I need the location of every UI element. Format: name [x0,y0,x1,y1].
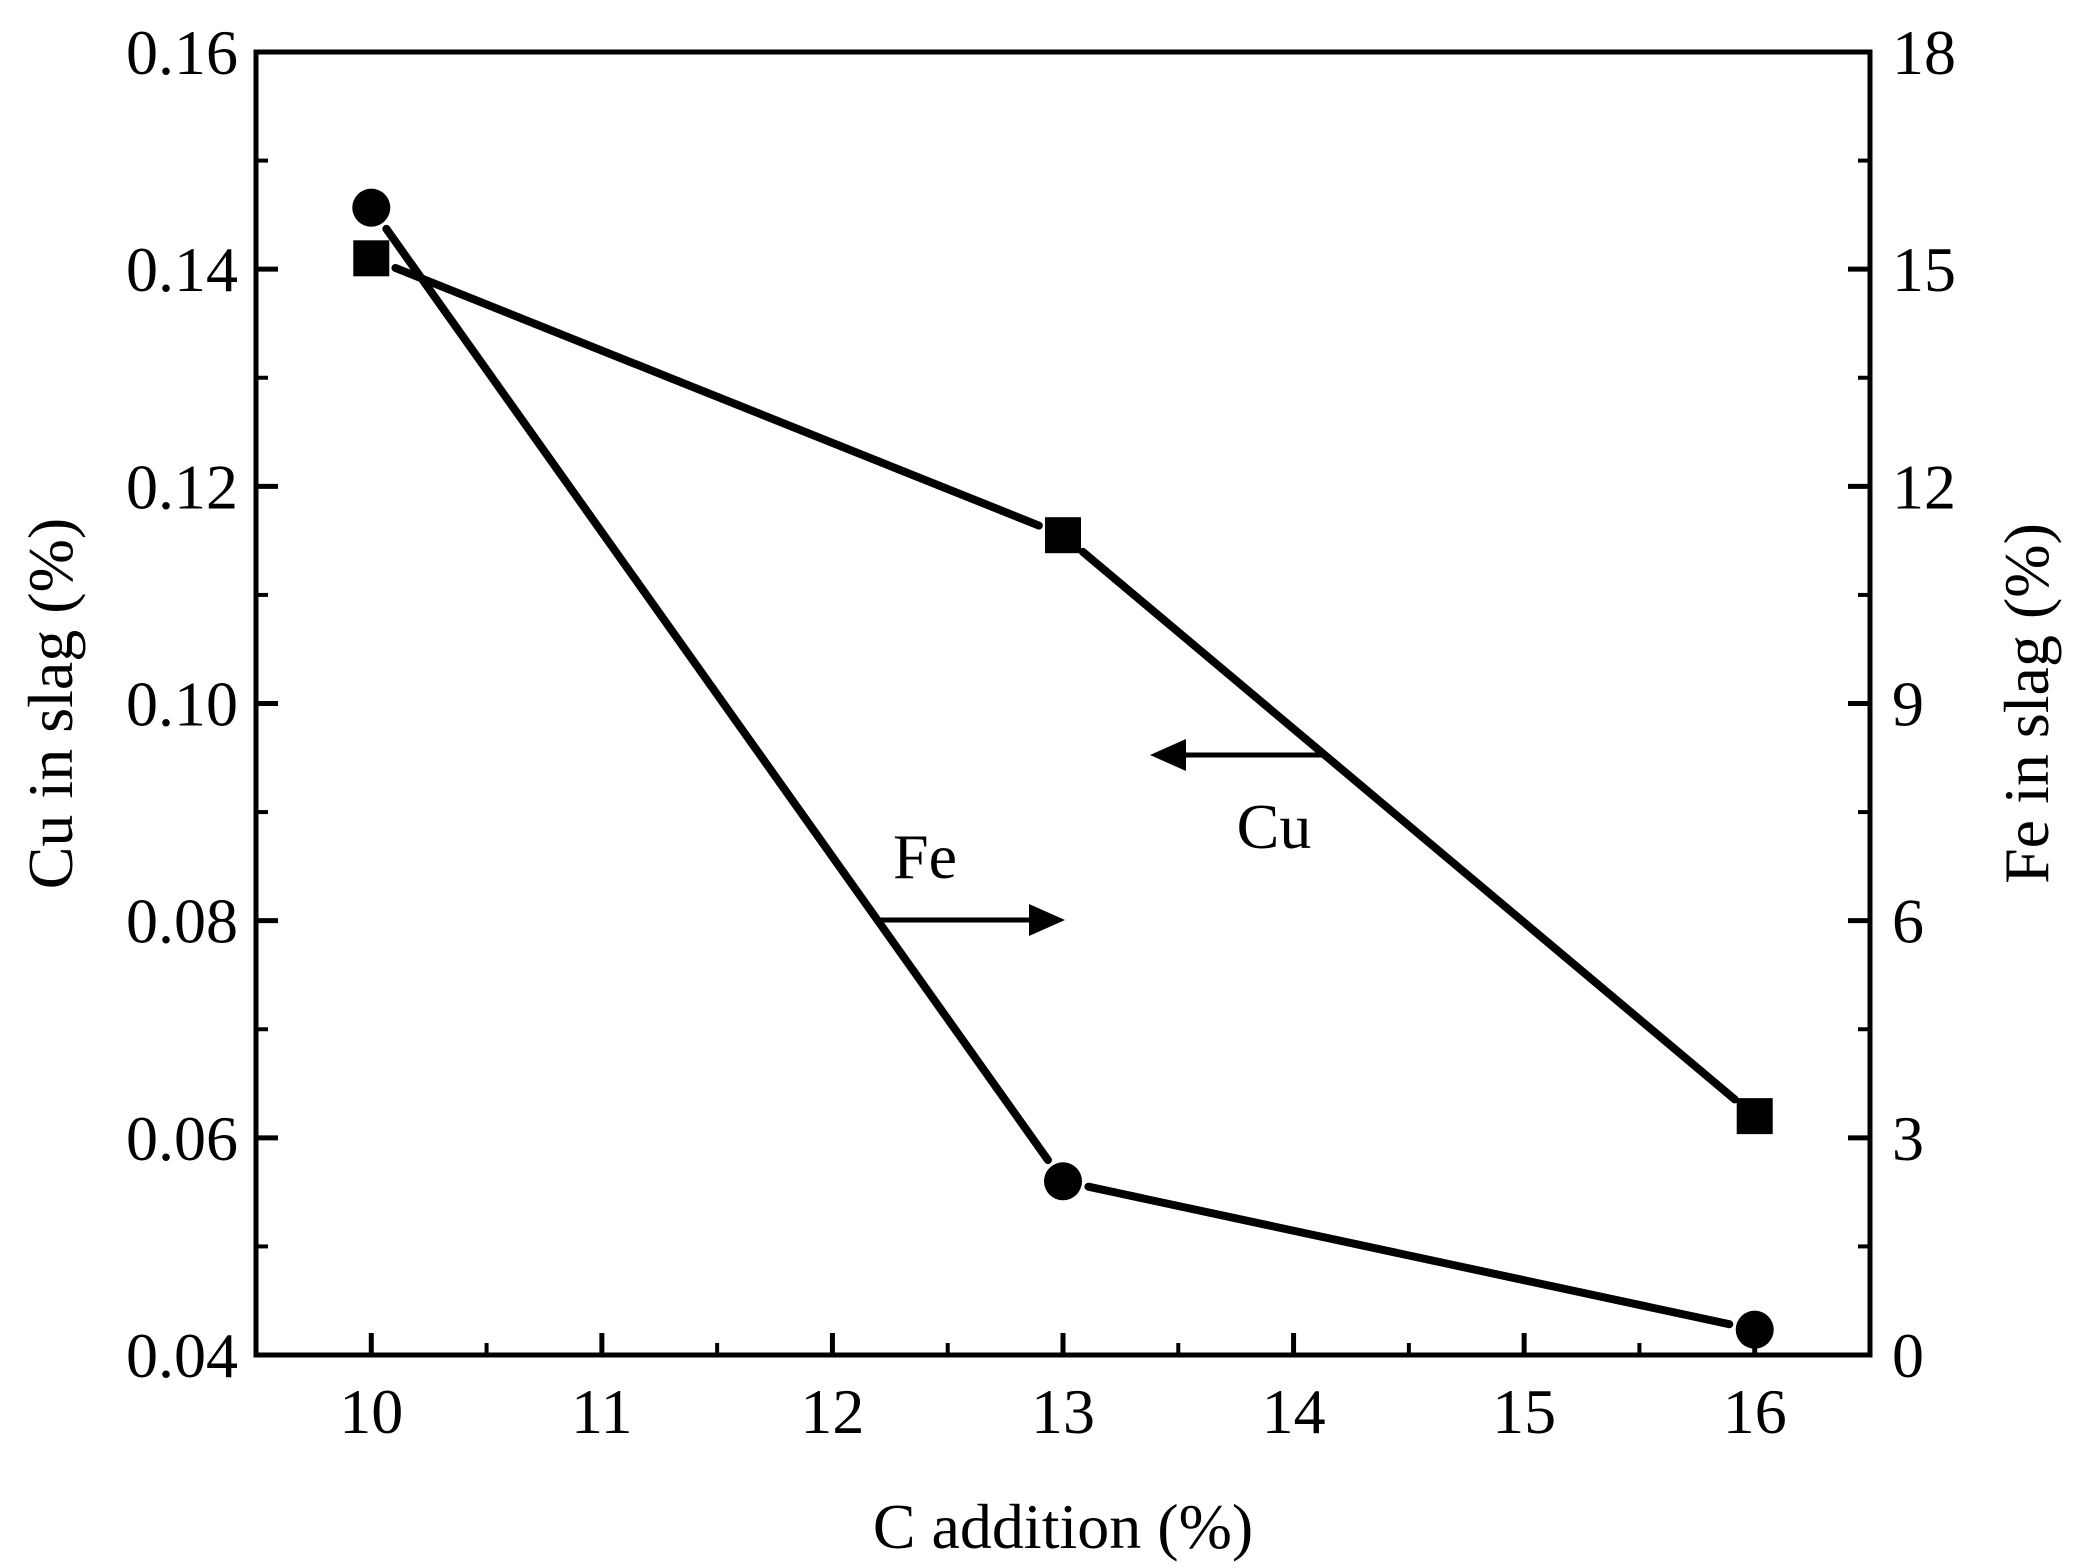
ticks-layer: 10 11 12 13 14 15 16 0.04 0.06 0.08 0.10 0.12 0.14 0.… [126,17,1956,1447]
fe-data-point [1735,1310,1774,1349]
y-right-tick-label: 6 [1892,886,1924,957]
y-left-tick-label: 0.16 [126,17,238,88]
x-tick-label: 14 [1262,1376,1326,1447]
cu-annotation: Cu [1150,739,1322,862]
y-right-tick-label: 18 [1892,17,1956,88]
cu-data-point [353,240,390,277]
y-left-axis-title: Cu in slag (%) [15,518,86,890]
x-tick-label: 15 [1492,1376,1556,1447]
x-tick-label: 16 [1723,1376,1787,1447]
y-right-tick-label: 15 [1892,234,1956,305]
plot-frame [253,49,1873,1358]
x-tick-label: 10 [339,1376,403,1447]
cu-data-point [1045,517,1081,554]
y-left-tick-label: 0.06 [126,1103,238,1174]
fe-data-point [1044,1162,1082,1201]
fe-data-point [352,188,391,227]
y-left-tick-label: 0.08 [126,886,238,957]
cu-line-segment [391,263,1043,530]
y-right-axis-title: Fe in slag (%) [1991,523,2062,884]
y-right-tick-label: 12 [1892,451,1956,522]
x-axis-title: C addition (%) [873,1491,1253,1562]
cu-line-segment [1078,547,1739,1104]
x-tick-label: 13 [1031,1376,1095,1447]
x-tick-label: 11 [571,1376,633,1447]
fe-line-segment [1084,1182,1734,1329]
x-tick-label: 12 [800,1376,864,1447]
y-right-tick-label: 9 [1892,669,1924,740]
y-left-tick-label: 0.12 [126,451,238,522]
y-right-tick-label: 0 [1892,1320,1924,1391]
y-right-tick-label: 3 [1892,1103,1924,1174]
y-left-tick-label: 0.14 [126,234,238,305]
y-left-tick-label: 0.04 [126,1320,238,1391]
cu-annotation-arrowhead [1150,739,1186,771]
fe-annotation-label: Fe [893,821,957,892]
fe-line-segment [382,224,1052,1165]
fe-annotation-arrowhead [1029,904,1065,936]
cu-annotation-label: Cu [1237,791,1312,862]
y-left-tick-label: 0.10 [126,669,238,740]
fe-annotation: Fe [880,821,1065,936]
series-layer [352,188,1774,1349]
cu-data-point [1736,1098,1773,1135]
